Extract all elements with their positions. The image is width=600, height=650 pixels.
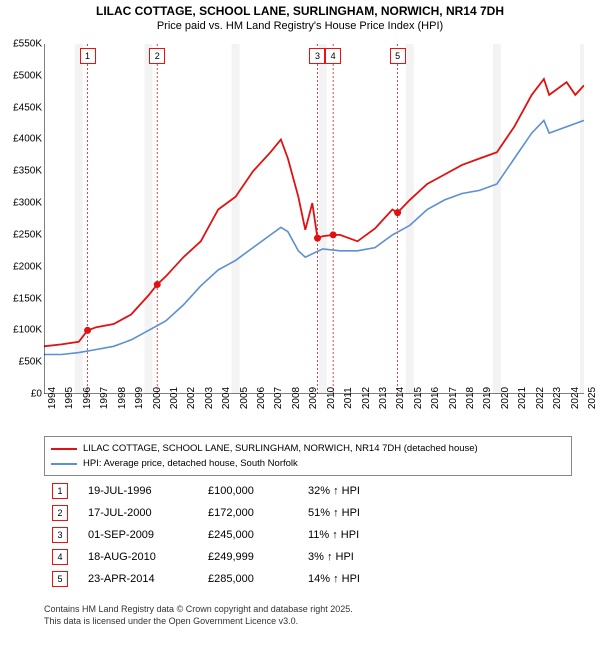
x-tick-label: 1995: [64, 387, 75, 409]
table-price: £172,000: [208, 507, 308, 519]
x-tick-label: 2008: [291, 387, 302, 409]
x-tick-label: 2007: [273, 387, 284, 409]
table-row: 2 17-JUL-2000£172,00051% ↑ HPI: [52, 502, 428, 524]
x-tick-label: 2009: [308, 387, 319, 409]
y-tick-label: £150K: [2, 293, 42, 304]
x-tick-label: 2011: [343, 387, 354, 409]
x-tick-label: 2005: [239, 387, 250, 409]
y-tick-label: £100K: [2, 325, 42, 336]
x-tick-label: 2023: [552, 387, 563, 409]
table-date: 23-APR-2014: [88, 573, 208, 585]
table-row: 5 23-APR-2014£285,00014% ↑ HPI: [52, 568, 428, 590]
x-tick-label: 2020: [500, 387, 511, 409]
table-marker: 2: [52, 505, 68, 521]
title-line1: LILAC COTTAGE, SCHOOL LANE, SURLINGHAM, …: [0, 0, 600, 20]
sale-marker-box: 1: [80, 48, 96, 64]
x-tick-label: 2019: [482, 387, 493, 409]
x-tick-label: 2022: [535, 387, 546, 409]
table-row: 3 01-SEP-2009£245,00011% ↑ HPI: [52, 524, 428, 546]
x-tick-label: 2024: [570, 387, 581, 409]
table-row: 1 19-JUL-1996£100,00032% ↑ HPI: [52, 480, 428, 502]
x-tick-label: 2001: [169, 387, 180, 409]
table-marker: 1: [52, 483, 68, 499]
sale-marker-box: 2: [149, 48, 165, 64]
x-tick-label: 2002: [186, 387, 197, 409]
legend-row: HPI: Average price, detached house, Sout…: [51, 456, 565, 471]
y-tick-label: £500K: [2, 70, 42, 81]
legend-swatch: [51, 448, 77, 450]
x-tick-label: 1996: [82, 387, 93, 409]
table-marker: 4: [52, 549, 68, 565]
title-line2: Price paid vs. HM Land Registry's House …: [0, 20, 600, 32]
y-tick-label: £200K: [2, 261, 42, 272]
footer: Contains HM Land Registry data © Crown c…: [44, 604, 353, 627]
x-tick-label: 2003: [204, 387, 215, 409]
sale-marker-box: 4: [325, 48, 341, 64]
table-price: £285,000: [208, 573, 308, 585]
x-tick-label: 2006: [256, 387, 267, 409]
legend-label: HPI: Average price, detached house, Sout…: [83, 456, 298, 471]
y-tick-label: £400K: [2, 134, 42, 145]
table-date: 17-JUL-2000: [88, 507, 208, 519]
legend-label: LILAC COTTAGE, SCHOOL LANE, SURLINGHAM, …: [83, 441, 478, 456]
y-tick-label: £250K: [2, 229, 42, 240]
table-pct: 14% ↑ HPI: [308, 573, 428, 585]
y-tick-label: £300K: [2, 198, 42, 209]
x-tick-label: 2000: [152, 387, 163, 409]
table-price: £249,999: [208, 551, 308, 563]
footer-line2: This data is licensed under the Open Gov…: [44, 616, 353, 628]
y-tick-label: £450K: [2, 102, 42, 113]
x-tick-label: 2017: [448, 387, 459, 409]
table-price: £100,000: [208, 485, 308, 497]
sale-marker-box: 5: [390, 48, 406, 64]
sale-marker-box: 3: [309, 48, 325, 64]
x-tick-label: 1999: [134, 387, 145, 409]
table-pct: 3% ↑ HPI: [308, 551, 428, 563]
x-tick-label: 2025: [587, 387, 598, 409]
table-marker: 3: [52, 527, 68, 543]
chart-container: LILAC COTTAGE, SCHOOL LANE, SURLINGHAM, …: [0, 0, 600, 650]
table-row: 4 18-AUG-2010£249,9993% ↑ HPI: [52, 546, 428, 568]
x-tick-label: 1998: [117, 387, 128, 409]
legend: LILAC COTTAGE, SCHOOL LANE, SURLINGHAM, …: [44, 436, 572, 476]
x-tick-label: 2018: [465, 387, 476, 409]
table-marker: 5: [52, 571, 68, 587]
x-tick-label: 2010: [326, 387, 337, 409]
legend-swatch: [51, 463, 77, 465]
table-date: 01-SEP-2009: [88, 529, 208, 541]
x-tick-label: 2004: [221, 387, 232, 409]
footer-line1: Contains HM Land Registry data © Crown c…: [44, 604, 353, 616]
x-tick-label: 1997: [99, 387, 110, 409]
x-tick-label: 2015: [413, 387, 424, 409]
table-date: 18-AUG-2010: [88, 551, 208, 563]
x-tick-label: 1994: [47, 387, 58, 409]
x-tick-label: 2016: [430, 387, 441, 409]
table-pct: 32% ↑ HPI: [308, 485, 428, 497]
sales-table: 1 19-JUL-1996£100,00032% ↑ HPI 2 17-JUL-200…: [52, 480, 428, 590]
x-tick-label: 2021: [517, 387, 528, 409]
x-tick-label: 2013: [378, 387, 389, 409]
x-tick-label: 2012: [361, 387, 372, 409]
table-price: £245,000: [208, 529, 308, 541]
y-tick-label: £350K: [2, 166, 42, 177]
x-tick-label: 2014: [395, 387, 406, 409]
plot-area: £0£50K£100K£150K£200K£250K£300K£350K£400…: [44, 44, 584, 394]
y-tick-label: £50K: [2, 357, 42, 368]
legend-row: LILAC COTTAGE, SCHOOL LANE, SURLINGHAM, …: [51, 441, 565, 456]
y-tick-label: £550K: [2, 39, 42, 50]
table-date: 19-JUL-1996: [88, 485, 208, 497]
table-pct: 51% ↑ HPI: [308, 507, 428, 519]
table-pct: 11% ↑ HPI: [308, 529, 428, 541]
y-tick-label: £0: [2, 389, 42, 400]
